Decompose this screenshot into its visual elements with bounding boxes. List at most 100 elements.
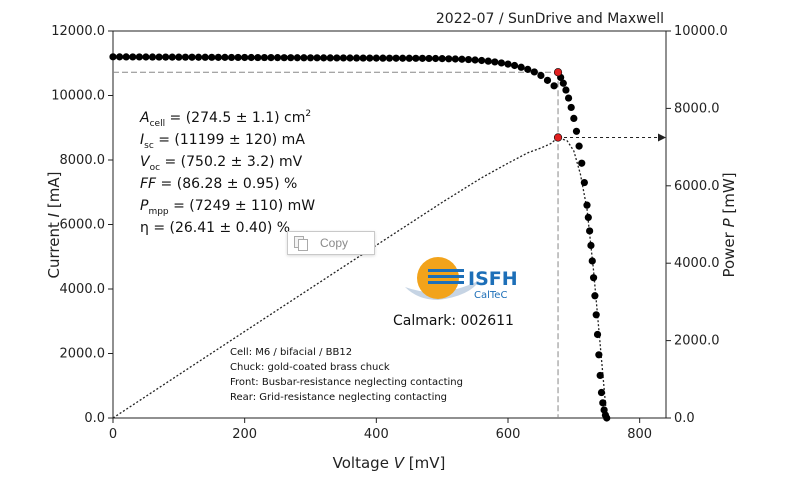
param-line: Voc = (750.2 ± 3.2) mV <box>140 154 303 173</box>
iv-point <box>451 55 459 63</box>
iv-point <box>115 53 124 61</box>
iv-point <box>471 56 479 64</box>
power-curve-line <box>112 136 608 419</box>
iv-point <box>418 54 427 62</box>
param-value: = (750.2 ± 3.2) mV <box>160 154 303 170</box>
y-right-tick-label: 0.0 <box>674 411 695 426</box>
iv-point <box>339 54 348 62</box>
iv-point <box>399 54 407 62</box>
iv-point <box>162 53 170 61</box>
iv-point <box>599 399 607 407</box>
iv-point <box>575 142 583 150</box>
logo-subtext: CalTeC <box>474 290 507 301</box>
iv-point <box>122 53 130 61</box>
x-tick-label: 400 <box>364 427 389 442</box>
iv-point <box>530 68 538 76</box>
iv-point <box>583 201 591 209</box>
iv-point <box>333 54 341 62</box>
iv-point <box>588 257 596 265</box>
iv-point <box>497 59 506 67</box>
iv-point <box>129 53 137 61</box>
copy-icon <box>294 236 308 251</box>
iv-point <box>175 53 183 61</box>
iv-point <box>379 54 387 62</box>
x-tick-label: 800 <box>627 427 652 442</box>
cell-parameters: Acell = (274.5 ± 1.1) cm2 Isc = (11199 ± … <box>139 109 315 236</box>
mpp-markers <box>553 68 563 142</box>
info-line-rear: Rear: Grid-resistance neglecting contact… <box>230 392 447 403</box>
param-subscript: mpp <box>148 207 168 217</box>
iv-point <box>273 54 282 62</box>
iv-point <box>584 213 592 222</box>
y-left-tick-label: 6000.0 <box>60 218 106 233</box>
param-subscript: sc <box>144 141 154 151</box>
iv-point <box>431 54 440 63</box>
iv-point <box>247 53 255 62</box>
param-symbol: η <box>140 220 149 236</box>
iv-point <box>445 55 453 63</box>
iv-point <box>385 54 394 62</box>
param-superscript: 2 <box>305 109 311 119</box>
x-tick-label: 600 <box>496 427 521 442</box>
iv-point <box>596 371 604 380</box>
iv-point <box>550 82 558 90</box>
param-symbol: FF <box>140 176 157 192</box>
copy-label: Copy <box>320 236 349 250</box>
iv-point <box>603 414 611 422</box>
iv-point <box>517 63 525 71</box>
logo-text: ISFH <box>468 268 518 290</box>
iv-point <box>201 53 209 61</box>
iv-point <box>109 53 117 61</box>
iv-point <box>260 53 269 62</box>
iv-point <box>438 55 446 63</box>
y-right-tick-label: 8000.0 <box>674 101 720 116</box>
iv-point <box>168 53 176 61</box>
iv-point <box>405 54 413 62</box>
iv-point <box>537 71 545 80</box>
iv-point <box>346 54 354 62</box>
x-tick-label: 200 <box>232 427 257 442</box>
param-symbol: I <box>140 132 144 148</box>
iv-point <box>241 53 249 62</box>
chart-title: 2022-07 / SunDrive and Maxwell <box>436 11 664 27</box>
y-left-axis-label: Current I [mA] <box>45 172 63 279</box>
iv-point <box>135 53 143 61</box>
iv-point <box>326 54 334 62</box>
param-value: = (26.41 ± 0.40) % <box>149 220 290 236</box>
iv-point <box>214 53 222 61</box>
iv-point <box>293 54 301 62</box>
iv-point <box>570 114 578 122</box>
info-line-chuck: Chuck: gold-coated brass chuck <box>230 362 390 373</box>
param-line: Pmpp = (7249 ± 110) mW <box>140 198 315 217</box>
iv-point <box>359 54 367 62</box>
y-left-tick-label: 8000.0 <box>60 153 106 168</box>
param-line: FF = (86.28 ± 0.95) % <box>140 176 297 192</box>
y-left-tick-label: 12000.0 <box>51 24 105 39</box>
param-line: Isc = (11199 ± 120) mA <box>140 132 305 151</box>
power-curve <box>112 136 608 419</box>
iv-point <box>504 60 512 68</box>
iv-point <box>543 76 552 84</box>
iv-point <box>425 54 433 63</box>
param-value: = (7249 ± 110) mW <box>169 198 316 214</box>
iv-point <box>372 54 380 62</box>
param-line: η = (26.41 ± 0.40) % <box>140 220 290 236</box>
param-symbol: V <box>140 154 151 170</box>
y-right-axis-label: Power P [mW] <box>720 172 738 277</box>
param-symbol: P <box>140 198 149 214</box>
iv-point <box>591 292 599 300</box>
iv-point <box>148 53 157 61</box>
iv-point <box>559 79 567 87</box>
iv-point <box>280 54 288 62</box>
iv-point <box>412 54 420 62</box>
copy-popup[interactable]: Copy <box>287 231 375 255</box>
iv-point <box>458 55 466 63</box>
iv-point <box>510 61 519 70</box>
tick-layer: 0 200 400 600 8000.02000.04000.06000.08000.0… <box>51 24 728 442</box>
mpp-guide-lines <box>113 71 666 418</box>
iv-point <box>366 54 374 62</box>
iv-point <box>589 274 598 282</box>
iv-point <box>593 330 602 339</box>
iv-point <box>142 53 150 61</box>
